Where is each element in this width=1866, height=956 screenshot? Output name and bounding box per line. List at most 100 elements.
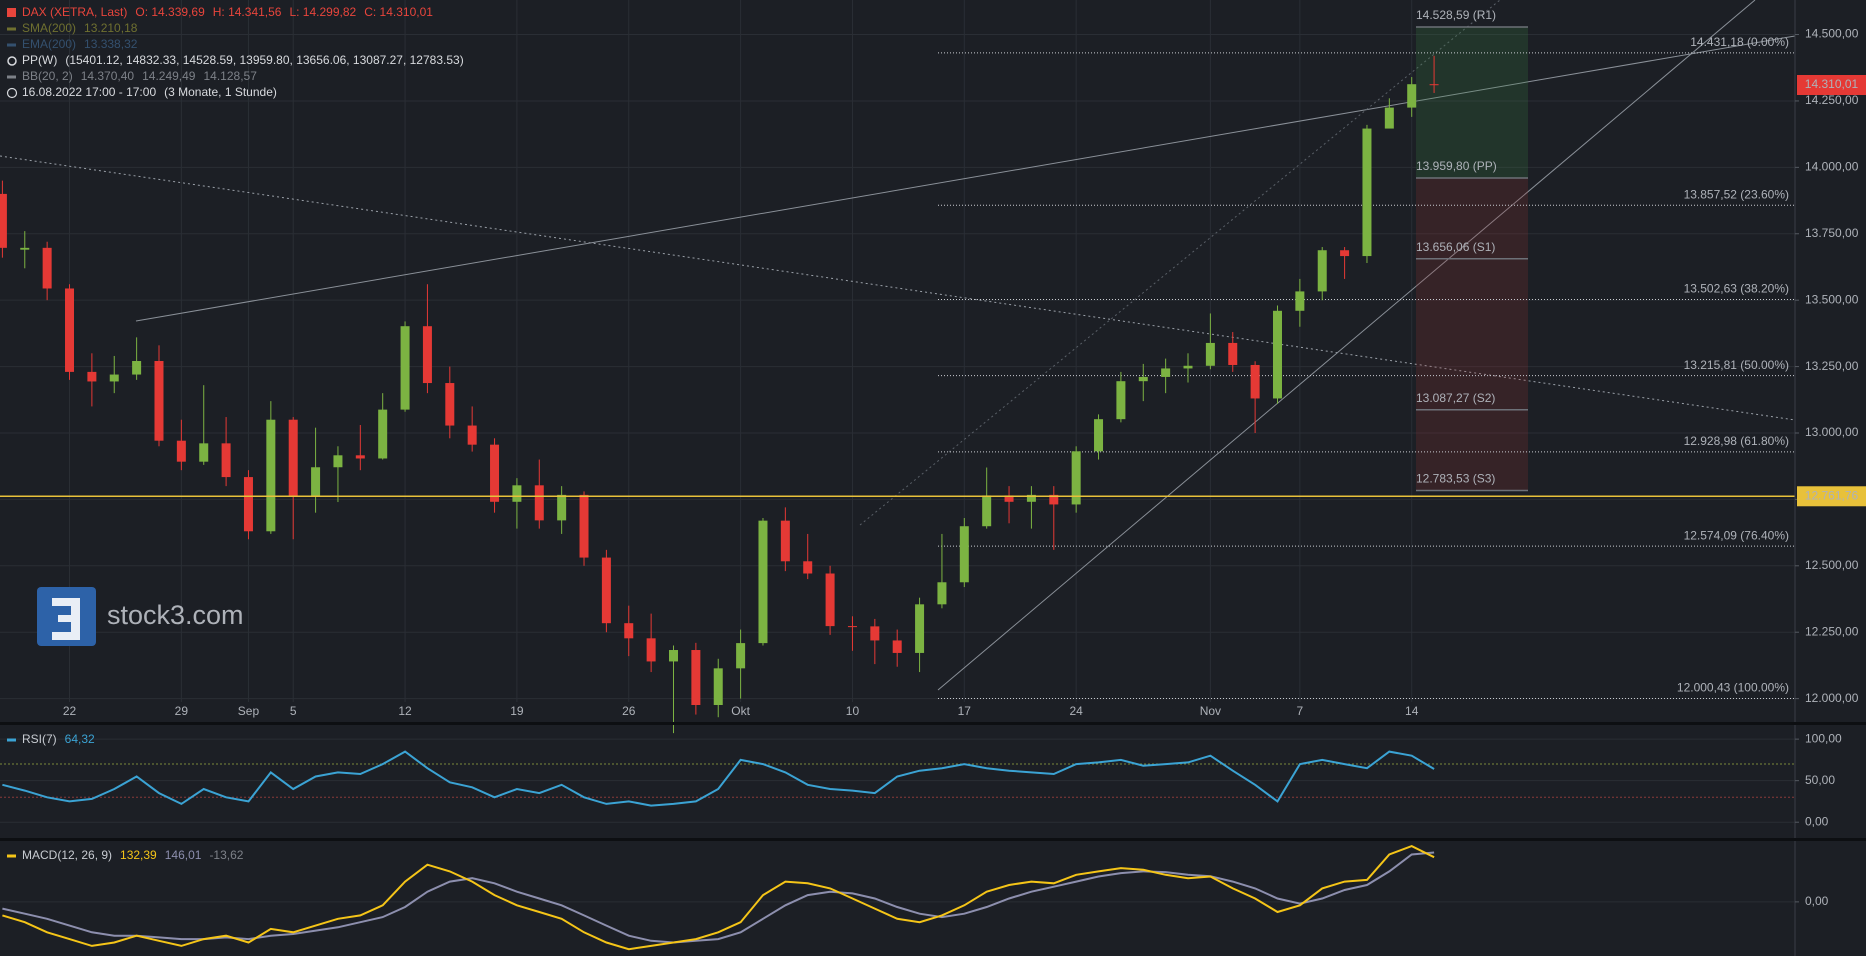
candle-body	[669, 650, 678, 662]
x-tick-label: 5	[290, 704, 297, 718]
candle-body	[1205, 342, 1215, 366]
x-tick-label: 19	[510, 704, 524, 718]
candle-body	[601, 557, 611, 624]
candle-body	[378, 409, 388, 459]
legend-row: SMA(200) 13.210,18	[22, 21, 138, 35]
candle-body	[266, 419, 276, 532]
legend-icon	[7, 8, 16, 17]
legend-icon	[7, 56, 17, 66]
legend-icon	[7, 27, 16, 31]
legend-icon	[7, 43, 16, 47]
candle-body	[959, 526, 969, 583]
panel-separator	[0, 722, 1866, 725]
candle-body	[1116, 381, 1126, 420]
candle-body	[1362, 128, 1372, 257]
candle-body	[646, 638, 656, 662]
candle-body	[1183, 365, 1193, 369]
pivot-label: 12.783,53 (S3)	[1416, 472, 1495, 486]
ohlc-readout: L: 14.299,82	[289, 5, 356, 19]
y-tick-label: 100,00	[1805, 731, 1842, 745]
indicator-title: RSI(7)	[22, 732, 57, 746]
candle-body	[400, 326, 410, 410]
x-tick-label: 14	[1405, 704, 1419, 718]
indicator-name: PP(W)	[22, 53, 57, 67]
candle-body	[445, 383, 455, 426]
fib-label: 13.857,52 (23.60%)	[1684, 187, 1789, 201]
y-tick-label: 50,00	[1805, 773, 1835, 787]
y-tick-label: 12.500,00	[1805, 558, 1859, 572]
candle-body	[982, 495, 992, 527]
y-tick-label: 14.000,00	[1805, 160, 1859, 174]
candle-body	[1340, 250, 1350, 257]
fib-label: 12.574,09 (76.40%)	[1684, 528, 1789, 542]
ohlc-readout: H: 14.341,56	[213, 5, 282, 19]
candle-body	[803, 561, 813, 574]
legend-row: BB(20, 2) 14.370,40 14.249,49 14.128,57	[22, 69, 257, 83]
legend-row: PP(W) (15401.12, 14832.33, 14528.59, 1395…	[22, 53, 464, 67]
candle-body	[333, 455, 343, 468]
x-tick-label: Nov	[1200, 704, 1221, 718]
candle-body	[780, 520, 790, 562]
candle-body	[1250, 364, 1260, 399]
y-tick-label: 13.250,00	[1805, 359, 1859, 373]
indicator-readout: 14.370,40	[81, 69, 135, 83]
y-tick-label: 12.000,00	[1805, 691, 1859, 705]
candle-body	[288, 419, 298, 497]
panel-separator	[0, 838, 1866, 841]
indicator-readout: 132,39	[120, 848, 157, 862]
candle-body	[1228, 342, 1238, 365]
indicator-readout: 13.210,18	[84, 21, 138, 35]
y-tick-label: 0,00	[1805, 814, 1829, 828]
price-badge	[1797, 486, 1866, 507]
axis-background	[1795, 0, 1866, 956]
candle-body	[154, 361, 164, 441]
price-badge-label: 12.761,76	[1805, 488, 1859, 502]
x-tick-label: 22	[63, 704, 77, 718]
indicator-name: BB(20, 2)	[22, 69, 73, 83]
y-tick-label: 12.250,00	[1805, 624, 1859, 638]
x-tick-label: 10	[846, 704, 860, 718]
indicator-readout: 64,32	[65, 732, 95, 746]
candle-body	[1272, 310, 1282, 399]
indicator-name: EMA(200)	[22, 37, 76, 51]
candle-body	[870, 626, 880, 641]
y-tick-label: 13.000,00	[1805, 425, 1859, 439]
logo-text: stock3.com	[107, 600, 244, 630]
candle-body	[1071, 451, 1081, 505]
ohlc-readout: O: 14.339,69	[135, 5, 205, 19]
overlay: 12.000,0012.250,0012.500,0012.750,0013.0…	[6, 5, 1866, 908]
indicator-readout: 14.249,49	[142, 69, 196, 83]
x-tick-label: Sep	[238, 704, 260, 718]
candle-body	[579, 494, 589, 558]
candle-body	[132, 361, 142, 375]
candle-body	[87, 371, 97, 382]
y-tick-label: 14.250,00	[1805, 93, 1859, 107]
candle-body	[65, 288, 75, 372]
channel-line	[937, 0, 1756, 691]
indicator-title: MACD(12, 26, 9)	[22, 848, 112, 862]
x-tick-label: 12	[398, 704, 412, 718]
chart-title: DAX (XETRA, Last)	[22, 5, 127, 19]
candle-body	[691, 650, 701, 705]
fib-label: 13.215,81 (50.00%)	[1684, 358, 1789, 372]
legend-icon	[7, 854, 16, 858]
candle-body	[1094, 419, 1104, 452]
candle-body	[1026, 494, 1036, 502]
indicator-line	[2, 750, 1435, 807]
indicator-line	[2, 845, 1435, 951]
position-zone-profit	[1416, 26, 1528, 179]
candle-body	[1384, 107, 1394, 129]
candle-body	[1161, 368, 1171, 377]
candle-body	[937, 582, 947, 605]
candle-body	[1004, 495, 1014, 502]
grid	[0, 0, 1795, 903]
legend-row: 16.08.2022 17:00 - 17:00 (3 Monate, 1 Stu…	[22, 85, 277, 99]
price-badge-label: 14.310,01	[1805, 77, 1859, 91]
fib-label: 13.502,63 (38.20%)	[1684, 282, 1789, 296]
indicator-readout: 13.338,32	[84, 37, 138, 51]
candle-body	[42, 247, 52, 289]
y-tick-label: 13.750,00	[1805, 226, 1859, 240]
ohlc-readout: C: 14.310,01	[364, 5, 433, 19]
